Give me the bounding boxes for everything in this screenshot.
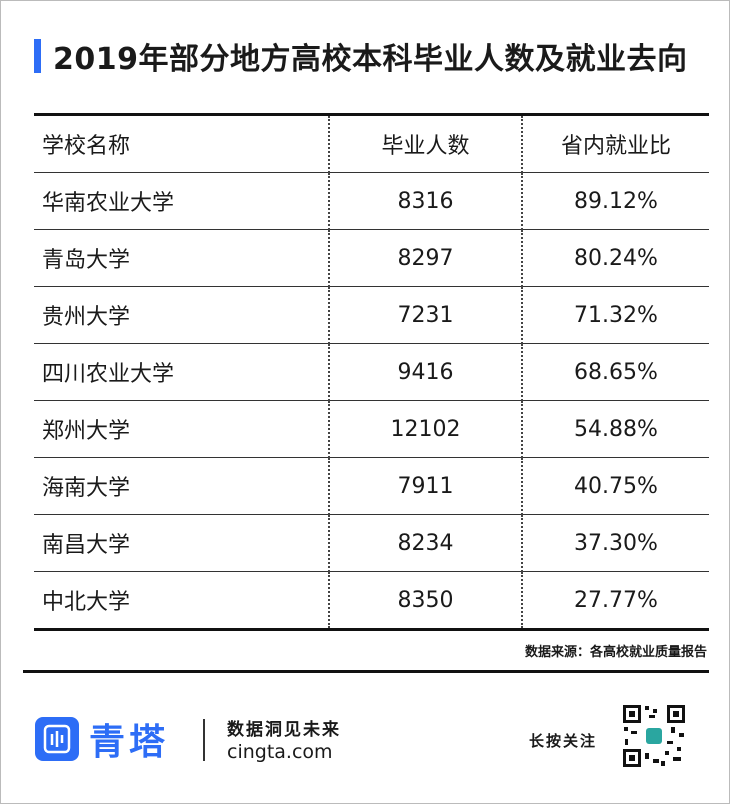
table-cell: 80.24% bbox=[522, 229, 709, 287]
table-row: 华南农业大学 8316 89.12% bbox=[34, 172, 709, 230]
table-cell: 贵州大学 bbox=[34, 286, 330, 344]
slogan: 数据洞见未来 bbox=[227, 720, 341, 740]
website: cingta.com bbox=[227, 741, 333, 763]
footer-divider bbox=[203, 719, 205, 761]
header-row: 学校名称 毕业人数 省内就业比 bbox=[34, 114, 709, 173]
source-note: 数据来源：各高校就业质量报告 bbox=[524, 645, 707, 660]
table-cell: 7231 bbox=[329, 286, 523, 344]
qr-code bbox=[621, 703, 687, 769]
table-cell: 8297 bbox=[329, 229, 523, 287]
column-header: 学校名称 bbox=[34, 114, 330, 173]
table-cell: 9416 bbox=[329, 343, 523, 401]
table-cell: 郑州大学 bbox=[34, 400, 330, 458]
logo-icon bbox=[35, 717, 79, 761]
brand-name: 青塔 bbox=[89, 721, 170, 763]
data-table: 学校名称 毕业人数 省内就业比 华南农业大学 8316 89.12% 青岛大学 8297 80… bbox=[34, 113, 709, 631]
table-row: 中北大学 8350 27.77% bbox=[34, 571, 709, 630]
table-row: 海南大学 7911 40.75% bbox=[34, 457, 709, 515]
table-cell: 中北大学 bbox=[34, 571, 330, 630]
table-cell: 海南大学 bbox=[34, 457, 330, 515]
table-cell: 68.65% bbox=[522, 343, 709, 401]
table-row: 贵州大学 7231 71.32% bbox=[34, 286, 709, 344]
table-cell: 89.12% bbox=[522, 172, 709, 230]
table-cell: 27.77% bbox=[574, 587, 658, 613]
table-row: 四川农业大学 9416 68.65% bbox=[34, 343, 709, 401]
table-body: 华南农业大学 8316 89.12% 青岛大学 8297 80.24% 贵州大学 7231 71… bbox=[34, 172, 709, 630]
table-cell: 7911 bbox=[329, 457, 523, 515]
table-cell: 8350 bbox=[329, 571, 523, 630]
title: 2019年部分地方高校本科毕业人数及就业去向 bbox=[53, 42, 688, 77]
table-cell: 40.75% bbox=[522, 457, 709, 515]
table-cell: 青岛大学 bbox=[34, 229, 330, 287]
table-cell: 12102 bbox=[329, 400, 523, 458]
table-cell: 8316 bbox=[329, 172, 523, 230]
column-header: 毕业人数 bbox=[329, 114, 523, 173]
table-cell: 四川农业大学 bbox=[34, 343, 330, 401]
table-cell: 37.30% bbox=[522, 514, 709, 572]
footer-rule bbox=[23, 670, 709, 673]
table-cell: 南昌大学 bbox=[34, 514, 330, 572]
table-row: 青岛大学 8297 80.24% bbox=[34, 229, 709, 287]
table-row: 郑州大学 12102 54.88% bbox=[34, 400, 709, 458]
follow-hint: 长按关注 bbox=[529, 732, 598, 750]
table-cell: 华南农业大学 bbox=[34, 172, 330, 230]
table-cell: 71.32% bbox=[522, 286, 709, 344]
table-cell: 8234 bbox=[329, 514, 523, 572]
column-header: 省内就业比 bbox=[522, 114, 709, 173]
table-cell: 54.88% bbox=[522, 400, 709, 458]
title-accent bbox=[34, 39, 41, 73]
table-row: 南昌大学 8234 37.30% bbox=[34, 514, 709, 572]
